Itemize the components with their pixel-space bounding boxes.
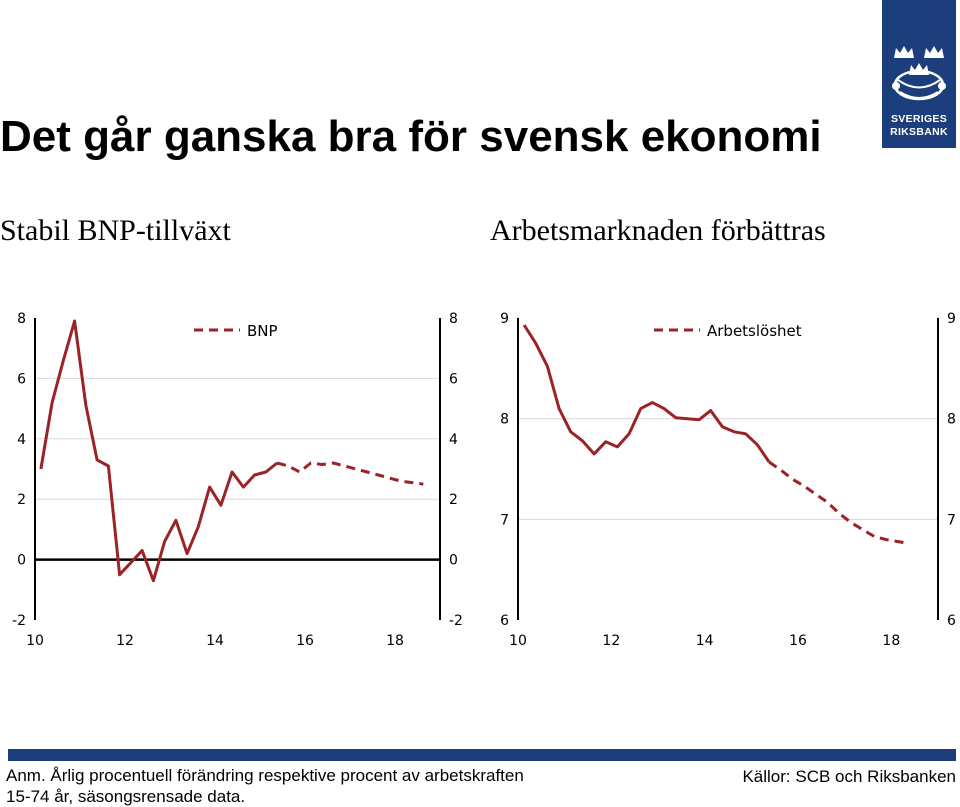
unemployment-ytick-right: 9 bbox=[947, 311, 956, 327]
unemployment-ytick-right: 7 bbox=[947, 512, 956, 528]
logo-text-line2: RIKSBANK bbox=[890, 126, 948, 138]
riksbank-logo: SVERIGES RIKSBANK bbox=[882, 0, 956, 148]
unemployment-ytick-right: 8 bbox=[947, 412, 956, 428]
chart-left-subtitle: Stabil BNP-tillväxt bbox=[0, 214, 231, 247]
unemployment-series-solid bbox=[522, 324, 771, 463]
chart-right-subtitle: Arbetsmarknaden förbättras bbox=[490, 214, 826, 247]
unemployment-xtick: 14 bbox=[696, 633, 714, 649]
gdp-xtick: 18 bbox=[386, 633, 404, 649]
gdp-ytick-left: 2 bbox=[17, 492, 26, 508]
unemployment-series-dashed bbox=[768, 460, 910, 545]
page-title: Det går ganska bra för svensk ekonomi bbox=[0, 112, 822, 161]
gdp-legend-label: BNP bbox=[247, 322, 278, 340]
gdp-ytick-left: 8 bbox=[17, 311, 26, 327]
riksbank-emblem-icon bbox=[892, 46, 946, 101]
gdp-ytick-left: 6 bbox=[17, 371, 26, 387]
gdp-xtick: 14 bbox=[206, 633, 224, 649]
gdp-ytick-right: 4 bbox=[449, 432, 458, 448]
gdp-ytick-right: 8 bbox=[449, 311, 458, 327]
unemployment-ytick-left: 9 bbox=[500, 311, 509, 327]
unemployment-xtick: 10 bbox=[509, 633, 527, 649]
footer-sources: Källor: SCB och Riksbanken bbox=[742, 767, 956, 786]
unemployment-xtick: 18 bbox=[882, 633, 900, 649]
unemployment-legend-label: Arbetslöshet bbox=[707, 322, 802, 340]
gdp-ytick-right: 6 bbox=[449, 371, 458, 387]
gdp-series-solid bbox=[39, 319, 279, 583]
gdp-ytick-right: 2 bbox=[449, 492, 458, 508]
unemployment-ytick-left: 8 bbox=[500, 412, 509, 428]
footer-note-line2: 15-74 år, säsongsrensade data. bbox=[6, 787, 246, 806]
gdp-ytick-left: 4 bbox=[17, 432, 26, 448]
gdp-ytick-left: -2 bbox=[12, 613, 26, 629]
footer-band bbox=[8, 749, 956, 761]
footer-note-line1: Anm. Årlig procentuell förändring respek… bbox=[6, 766, 524, 785]
gdp-series-dashed bbox=[276, 461, 424, 486]
unemployment-ytick-right: 6 bbox=[947, 613, 956, 629]
gdp-xtick: 16 bbox=[296, 633, 314, 649]
unemployment-ytick-left: 7 bbox=[500, 512, 509, 528]
unemployment-xtick: 12 bbox=[602, 633, 620, 649]
gdp-xtick: 10 bbox=[26, 633, 44, 649]
gdp-xtick: 12 bbox=[116, 633, 134, 649]
unemployment-ytick-left: 6 bbox=[500, 613, 509, 629]
gdp-ytick-right: -2 bbox=[449, 613, 463, 629]
gdp-ytick-left: 0 bbox=[17, 553, 26, 569]
gdp-ytick-right: 0 bbox=[449, 553, 458, 569]
logo-text-line1: SVERIGES bbox=[890, 113, 948, 125]
unemployment-xtick: 16 bbox=[789, 633, 807, 649]
footer-note: Anm. Årlig procentuell förändring respek… bbox=[6, 765, 524, 807]
